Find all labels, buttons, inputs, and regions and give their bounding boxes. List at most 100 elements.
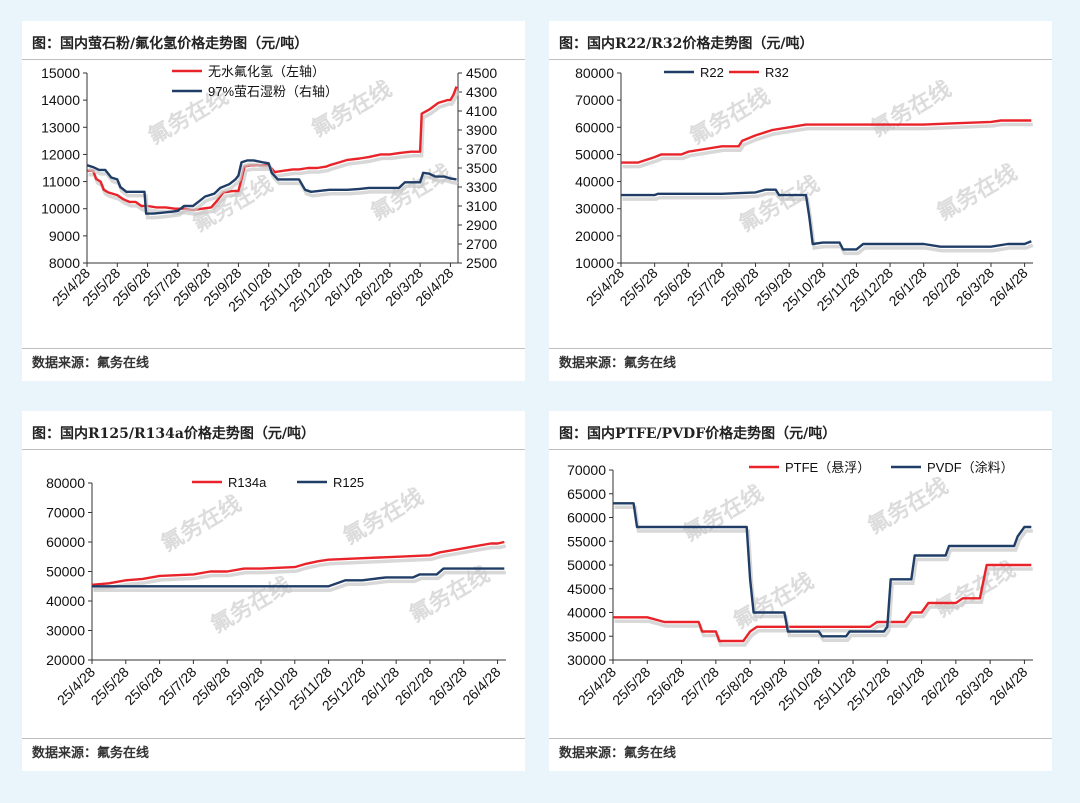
source-divider (549, 738, 1052, 739)
y-tick-label: 12000 (41, 146, 80, 162)
y-tick-label: 70000 (575, 92, 614, 108)
legend-label: R134a (228, 475, 267, 490)
y-tick-label: 10000 (575, 255, 614, 271)
y2-tick-label: 3100 (466, 198, 497, 214)
y2-tick-label: 2900 (466, 217, 497, 233)
y2-tick-label: 4100 (466, 103, 497, 119)
y-tick-label: 50000 (46, 564, 85, 580)
chart-panel-r22-r32: 图：国内R22/R32价格走势图（元/吨） 氟务在线 氟务在线 氟务在线 氟务在线 10… (549, 21, 1052, 381)
y-tick-label: 40000 (567, 605, 606, 621)
legend-label: PVDF（涂料） (927, 460, 1014, 475)
series-shadow (93, 570, 506, 593)
watermark: 氟务在线 (932, 159, 1021, 225)
series-line (92, 567, 505, 588)
series-shadow (614, 505, 1033, 643)
legend-label: R125 (333, 475, 364, 490)
data-source: 数据来源：氟务在线 (559, 746, 677, 761)
chart-title: 图：国内萤石粉/氟化氢价格走势图（元/吨） (32, 36, 309, 52)
data-source: 数据来源：氟务在线 (32, 356, 150, 371)
y-tick-label: 11000 (42, 174, 80, 190)
chart-panel-ptfe-pvdf: 图：国内PTFE/PVDF价格走势图（元/吨） 氟务在线 氟务在线 氟务在线 氟务在线… (549, 411, 1052, 771)
y2-tick-label: 3900 (466, 122, 497, 138)
chart-title: 图：国内PTFE/PVDF价格走势图（元/吨） (559, 426, 837, 442)
y-tick-label: 80000 (46, 475, 85, 491)
y-tick-label: 8000 (49, 255, 80, 271)
y-tick-label: 13000 (41, 119, 80, 135)
y2-tick-label: 4300 (466, 84, 497, 100)
series-line (613, 563, 1032, 643)
y-tick-label: 30000 (567, 652, 606, 668)
y-tick-label: 10000 (41, 201, 80, 217)
source-divider (22, 348, 525, 349)
x-tick-label: 26/4/28 (459, 664, 503, 708)
watermark: 氟务在线 (866, 76, 955, 142)
source-divider (22, 738, 525, 739)
y-tick-label: 14000 (41, 92, 80, 108)
y-tick-label: 50000 (567, 557, 606, 573)
legend-label: R22 (700, 65, 724, 80)
x-tick-label: 26/4/28 (986, 265, 1030, 309)
series-shadow (93, 544, 507, 591)
legend-label: R32 (765, 65, 789, 80)
y-tick-label: 40000 (46, 593, 85, 609)
y-tick-label: 35000 (567, 628, 606, 644)
watermark: 氟务在线 (729, 568, 818, 634)
data-source: 数据来源：氟务在线 (32, 746, 150, 761)
y2-tick-label: 3700 (466, 141, 497, 157)
title-divider (549, 449, 1052, 450)
title-divider (22, 449, 525, 450)
y-tick-label: 65000 (567, 486, 606, 502)
y-tick-label: 50000 (575, 146, 614, 162)
series-shadow (87, 162, 459, 220)
watermark: 氟务在线 (863, 473, 952, 539)
y-tick-label: 60000 (567, 510, 606, 526)
y-tick-label: 20000 (46, 652, 85, 668)
chart-title: 图：国内R125/R134a价格走势图（元/吨） (32, 426, 316, 442)
series-line (621, 119, 1032, 164)
chart-panel-fluorite-hf: 图：国内萤石粉/氟化氢价格走势图（元/吨） 氟务在线 氟务在线 氟务在线 氟务在线 80… (22, 21, 525, 381)
watermark: 氟务在线 (157, 491, 246, 557)
y-tick-label: 45000 (567, 581, 606, 597)
watermark: 氟务在线 (206, 572, 295, 638)
y-tick-label: 15000 (41, 65, 80, 81)
y-tick-label: 30000 (46, 623, 85, 639)
y-tick-label: 30000 (575, 201, 614, 217)
series-shadow (614, 567, 1033, 647)
y2-tick-label: 3300 (466, 179, 497, 195)
chart-panel-r125-r134a: 图：国内R125/R134a价格走势图（元/吨） 氟务在线 氟务在线 氟务在线 氟务在… (22, 411, 525, 771)
y-tick-label: 80000 (575, 65, 614, 81)
data-source: 数据来源：氟务在线 (559, 356, 677, 371)
watermark: 氟务在线 (339, 484, 428, 550)
title-divider (549, 59, 1052, 60)
legend-label: PTFE（悬浮） (785, 460, 870, 475)
title-divider (22, 59, 525, 60)
y-tick-label: 9000 (49, 228, 80, 244)
series-line (86, 159, 457, 215)
y-tick-label: 60000 (575, 119, 614, 135)
chart-title: 图：国内R22/R32价格走势图（元/吨） (559, 36, 814, 52)
series-shadow (622, 122, 1033, 169)
legend-label: 无水氟化氢（左轴） (208, 64, 325, 79)
watermark: 氟务在线 (931, 556, 1020, 622)
watermark: 氟务在线 (679, 480, 768, 546)
y2-tick-label: 2500 (466, 255, 497, 271)
series-line (613, 502, 1032, 638)
y-tick-label: 40000 (575, 174, 614, 190)
y-tick-label: 20000 (575, 228, 614, 244)
source-divider (549, 348, 1052, 349)
series-shadow (88, 89, 460, 216)
x-tick-label: 26/4/28 (986, 664, 1030, 708)
y2-tick-label: 3500 (466, 160, 497, 176)
y-tick-label: 60000 (46, 534, 85, 550)
y-tick-label: 70000 (46, 505, 85, 521)
y-tick-label: 70000 (567, 462, 606, 478)
series-shadow (622, 191, 1034, 256)
series-line (621, 188, 1032, 251)
y2-tick-label: 2700 (466, 236, 497, 252)
y-tick-label: 55000 (567, 533, 606, 549)
series-line (91, 540, 505, 586)
